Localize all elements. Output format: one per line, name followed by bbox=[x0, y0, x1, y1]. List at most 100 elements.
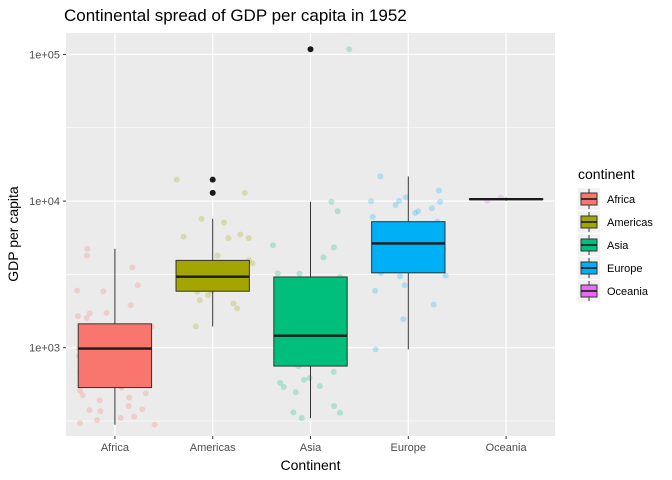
jitter-point bbox=[230, 300, 237, 307]
jitter-point bbox=[204, 292, 211, 299]
box-asia bbox=[273, 276, 348, 367]
jitter-point bbox=[412, 209, 419, 216]
jitter-point bbox=[117, 415, 124, 422]
jitter-point bbox=[415, 208, 422, 215]
x-tick-label: Oceania bbox=[486, 442, 528, 454]
jitter-point bbox=[74, 287, 81, 294]
jitter-point bbox=[198, 215, 205, 222]
jitter-point bbox=[180, 233, 187, 240]
jitter-point bbox=[292, 389, 299, 396]
jitter-point bbox=[96, 397, 103, 404]
jitter-point bbox=[277, 379, 284, 386]
legend-label: Asia bbox=[607, 240, 629, 252]
legend-label: Africa bbox=[607, 194, 636, 206]
x-tick-label: Europe bbox=[391, 442, 426, 454]
jitter-point bbox=[274, 270, 281, 277]
legend-label: Americas bbox=[607, 217, 653, 229]
jitter-point bbox=[280, 383, 287, 390]
legend-title: continent bbox=[578, 166, 635, 182]
jitter-point bbox=[306, 375, 313, 382]
x-tick-label: Asia bbox=[300, 442, 322, 454]
jitter-point bbox=[192, 323, 199, 330]
x-tick-label: Africa bbox=[101, 442, 130, 454]
jitter-point bbox=[237, 231, 244, 238]
jitter-point bbox=[330, 368, 337, 375]
y-axis-ticks: 1e+03 1e+04 1e+05 bbox=[29, 49, 66, 355]
jitter-point bbox=[249, 260, 256, 267]
jitter-point bbox=[435, 187, 442, 194]
jitter-point bbox=[221, 219, 228, 226]
jitter-point bbox=[134, 282, 141, 289]
jitter-point bbox=[86, 407, 93, 414]
jitter-point bbox=[94, 417, 101, 424]
jitter-point bbox=[346, 46, 353, 53]
y-tick-label: 1e+03 bbox=[29, 343, 60, 355]
y-axis-title: GDP per capita bbox=[5, 186, 21, 282]
jitter-point bbox=[129, 264, 136, 271]
jitter-point bbox=[142, 390, 149, 397]
jitter-point bbox=[298, 415, 305, 422]
jitter-point bbox=[369, 213, 376, 220]
jitter-point bbox=[428, 205, 435, 212]
jitter-point bbox=[79, 392, 86, 399]
jitter-point bbox=[86, 310, 93, 317]
jitter-point bbox=[442, 272, 449, 279]
jitter-point bbox=[430, 301, 437, 308]
jitter-point bbox=[84, 245, 91, 252]
jitter-point bbox=[328, 198, 335, 205]
chart-title: Continental spread of GDP per capita in … bbox=[64, 6, 407, 25]
jitter-point bbox=[331, 403, 338, 410]
jitter-point bbox=[234, 305, 241, 312]
jitter-point bbox=[330, 244, 337, 251]
x-axis-ticks: Africa Americas Asia Europe Oceania bbox=[101, 436, 528, 454]
jitter-point bbox=[83, 314, 90, 321]
outlier-point bbox=[209, 176, 216, 183]
jitter-point bbox=[139, 406, 146, 413]
jitter-point bbox=[290, 409, 297, 416]
outlier-point bbox=[307, 46, 314, 53]
y-tick-label: 1e+04 bbox=[29, 196, 60, 208]
legend-label: Oceania bbox=[607, 286, 649, 298]
jitter-point bbox=[74, 313, 81, 320]
box-europe bbox=[371, 221, 446, 274]
jitter-point bbox=[316, 383, 323, 390]
jitter-point bbox=[76, 387, 83, 394]
jitter-point bbox=[392, 202, 399, 209]
jitter-point bbox=[173, 176, 180, 183]
legend: continent Africa Americas Asia Europe Oceani… bbox=[578, 166, 653, 302]
box-layer bbox=[77, 46, 544, 425]
jitter-point bbox=[77, 420, 84, 427]
jitter-point bbox=[372, 346, 379, 353]
jitter-point bbox=[296, 270, 303, 277]
box-africa bbox=[77, 323, 153, 389]
jitter-point bbox=[320, 254, 327, 261]
jitter-point bbox=[372, 287, 379, 294]
jitter-point bbox=[103, 309, 110, 316]
jitter-point bbox=[100, 288, 107, 295]
jitter-point bbox=[396, 273, 403, 280]
jitter-point bbox=[97, 408, 104, 415]
x-axis-title: Continent bbox=[281, 457, 341, 473]
jitter-point bbox=[400, 316, 407, 323]
jitter-point bbox=[396, 197, 403, 204]
outlier-point bbox=[209, 189, 216, 196]
jitter-point bbox=[125, 403, 132, 410]
jitter-point bbox=[126, 394, 133, 401]
jitter-point bbox=[225, 235, 232, 242]
jitter-point bbox=[401, 282, 408, 289]
jitter-point bbox=[196, 297, 203, 304]
jitter-point bbox=[127, 302, 134, 309]
jitter-point bbox=[151, 421, 158, 428]
jitter-point bbox=[368, 198, 375, 205]
jitter-point bbox=[301, 376, 308, 383]
jitter-point bbox=[245, 235, 252, 242]
y-tick-label: 1e+05 bbox=[29, 49, 60, 61]
jitter-point bbox=[334, 208, 341, 215]
jitter-point bbox=[336, 409, 343, 416]
x-tick-label: Americas bbox=[190, 442, 236, 454]
jitter-point bbox=[269, 242, 276, 249]
jitter-point bbox=[83, 252, 90, 259]
jitter-point bbox=[377, 173, 384, 180]
jitter-point bbox=[241, 189, 248, 196]
